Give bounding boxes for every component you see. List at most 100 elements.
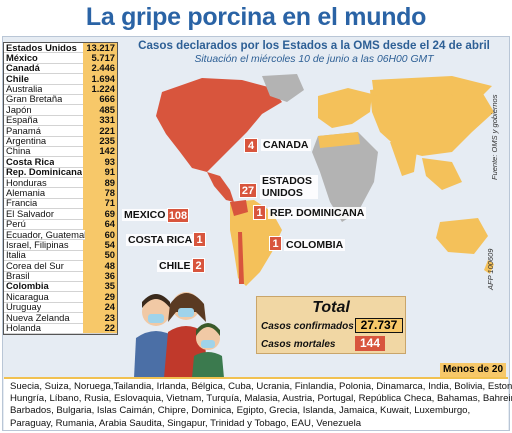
- confirmed-value: 27.737: [355, 318, 403, 333]
- map-australia: [436, 218, 488, 254]
- map-central-america: [207, 172, 234, 202]
- country-name: Canadá: [6, 63, 40, 74]
- country-name: España: [6, 115, 38, 126]
- country-name: Israel, Filipinas: [6, 239, 69, 250]
- table-row: Nueva Zelanda 23: [4, 312, 117, 324]
- map-greenland: [262, 74, 304, 102]
- case-count: 35: [83, 281, 117, 292]
- table-row: Israel, Filipinas 54: [4, 239, 117, 251]
- country-name: México: [6, 52, 38, 63]
- map-north-america: [156, 78, 282, 172]
- table-row: Nicaragua 29: [4, 291, 117, 303]
- map-asia: [370, 82, 494, 156]
- country-name: Holanda: [6, 323, 41, 334]
- table-row: Perú 64: [4, 218, 117, 231]
- table-row: Australia 1.224: [4, 83, 117, 95]
- case-count: 24: [83, 301, 117, 313]
- deaths-value: 144: [355, 336, 385, 351]
- badge-mexico: 108: [167, 208, 189, 223]
- country-list-line: Barbados, Bulgaria, Islas Caimán, Chipre…: [10, 405, 471, 417]
- case-count: 221: [83, 125, 117, 137]
- table-row: Colombia 35: [4, 281, 117, 293]
- case-count: 29: [83, 291, 117, 303]
- table-row: Brasil 36: [4, 270, 117, 282]
- country-name: Rep. Dominicana: [6, 167, 83, 178]
- case-count: 64: [83, 218, 117, 230]
- case-count: 22: [83, 322, 117, 334]
- table-row: Holanda 22: [4, 322, 117, 334]
- country-case-table: Estados Unidos 13.217 México 5.717 Canadá 2…: [3, 42, 118, 335]
- page-title: La gripe porcina en el mundo: [85, 3, 427, 31]
- deaths-label: Casos mortales: [261, 339, 336, 350]
- case-count: 235: [83, 135, 117, 147]
- case-count: 1.694: [83, 73, 117, 85]
- case-count: 71: [83, 197, 117, 209]
- label-costa-rica: COSTA RICA: [126, 234, 195, 246]
- map-heading: Casos declarados por los Estados a la OM…: [138, 39, 490, 52]
- case-count: 1.224: [83, 83, 117, 95]
- map-colombia: [230, 200, 248, 216]
- table-row: Canadá 2.446: [4, 62, 117, 75]
- table-row: Corea del Sur 48: [4, 260, 117, 272]
- label-mexico: MEXICO: [122, 209, 168, 221]
- table-row: Estados Unidos 13.217: [4, 42, 117, 54]
- case-count: 23: [83, 312, 117, 324]
- table-row: Francia 71: [4, 197, 117, 210]
- country-name: Costa Rica: [6, 156, 55, 167]
- table-row: Ecuador, Guatemala 60: [4, 229, 117, 241]
- map-southeast-asia: [422, 158, 462, 190]
- case-count: 89: [83, 177, 117, 188]
- case-count: 142: [83, 145, 117, 157]
- badge-chile: 2: [192, 258, 205, 273]
- table-row: España 331: [4, 114, 117, 127]
- case-count: 2.446: [83, 62, 117, 74]
- badge-rep-dominicana: 1: [253, 205, 266, 220]
- label-rep-dominicana: REP. DOMINICANA: [268, 207, 367, 219]
- country-name: Australia: [6, 84, 43, 95]
- country-name: Brasil: [6, 271, 30, 282]
- country-name: Estados Unidos: [6, 42, 77, 53]
- country-name: Gran Bretaña: [6, 94, 63, 105]
- table-row: Alemania 78: [4, 187, 117, 199]
- case-count: 5.717: [83, 52, 117, 64]
- case-count: 331: [83, 114, 117, 126]
- case-count: 54: [83, 239, 117, 251]
- table-row: Uruguay 24: [4, 301, 117, 314]
- country-list-line: Paraguay, Rumania, Arabia Saudita, Singa…: [10, 417, 362, 429]
- badge-colombia: 1: [269, 236, 282, 251]
- less-than-20-label: Menos de 20: [440, 363, 506, 377]
- agency-code: AFP 100609: [486, 248, 495, 290]
- label-chile: CHILE: [157, 260, 193, 272]
- table-row: Panamá 221: [4, 125, 117, 137]
- label-canada: CANADA: [261, 139, 311, 151]
- table-row: Japón 485: [4, 104, 117, 116]
- map-europe: [318, 88, 372, 128]
- country-list-line: Hungría, Líbano, Rusia, Eslovaquia, Viet…: [10, 393, 512, 405]
- country-name: Argentina: [6, 136, 47, 147]
- case-count: 69: [83, 208, 117, 220]
- badge-usa: 27: [239, 183, 257, 198]
- country-name: Alemania: [6, 187, 46, 198]
- table-row: México 5.717: [4, 52, 117, 64]
- country-name: Panamá: [6, 125, 41, 136]
- country-name: Colombia: [6, 281, 49, 292]
- totals-box: Total Casos confirmados 27.737 Casos mor…: [256, 296, 406, 354]
- case-count: 13.217: [83, 42, 117, 53]
- confirmed-label: Casos confirmados: [261, 321, 354, 332]
- map-chile: [238, 232, 244, 284]
- totals-title: Total: [312, 299, 350, 316]
- case-count: 485: [83, 104, 117, 116]
- masked-people-illustration: [134, 292, 224, 378]
- table-row: Gran Bretaña 666: [4, 94, 117, 106]
- world-map: [122, 72, 498, 290]
- country-list-line: Suecia, Suiza, Noruega,Tailandia, Irland…: [10, 381, 512, 392]
- country-name: El Salvador: [6, 208, 54, 219]
- country-name: Perú: [6, 219, 26, 230]
- case-count: 48: [83, 260, 117, 272]
- case-count: 93: [83, 156, 117, 168]
- badge-costa-rica: 1: [193, 232, 206, 247]
- label-colombia: COLOMBIA: [284, 239, 346, 251]
- country-name: Chile: [6, 73, 29, 84]
- table-row: Argentina 235: [4, 135, 117, 147]
- map-africa: [312, 132, 378, 222]
